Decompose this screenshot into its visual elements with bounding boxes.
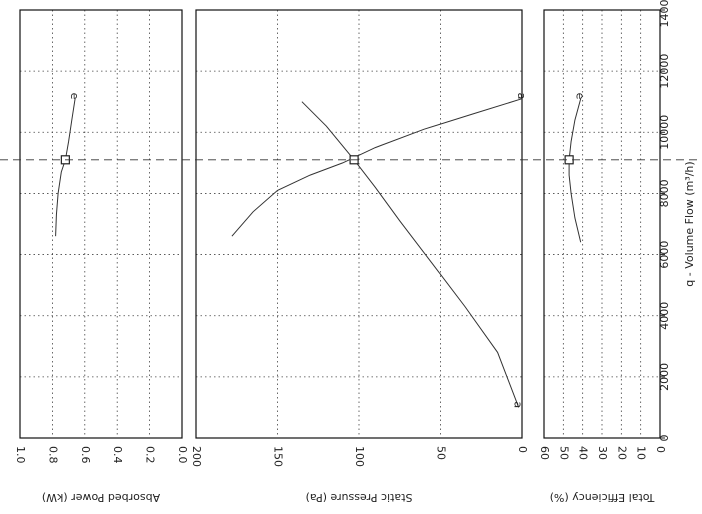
tick-label: 0.2	[144, 446, 157, 464]
curve-end-label: a	[512, 401, 525, 408]
flow-tick-label: 4000	[658, 302, 671, 330]
flow-tick-label: 6000	[658, 241, 671, 269]
series-line-pressure-1	[301, 101, 520, 408]
panel-frame	[543, 9, 661, 439]
curve-end-label: e	[68, 93, 81, 100]
flow-tick-label: 2000	[658, 363, 671, 391]
tick-label: 10	[635, 446, 648, 460]
tick-label: 0.0	[176, 446, 189, 464]
axis-label-power: Absorbed Power (kW)	[42, 491, 160, 504]
chart-panels: 1.0 0.8 0.6 0.4 0.2 0.0 Absorbed Power (kW) e 20…	[14, 9, 667, 504]
curve-end-label: e	[574, 93, 587, 100]
series-line-efficiency-0	[568, 98, 582, 243]
tick-label: 100	[353, 446, 366, 467]
tick-label: 1.0	[14, 446, 27, 464]
panel-frame	[19, 9, 183, 439]
tick-label: 0.4	[111, 446, 124, 464]
flow-tick-label: 14000	[658, 0, 671, 28]
tick-label: 20	[615, 446, 628, 460]
tick-label: 50	[557, 446, 570, 460]
tick-label: 50	[435, 446, 448, 460]
flow-tick-label: 8000	[658, 179, 671, 207]
axis-label-efficiency: Total Efficiency (%)	[550, 491, 656, 504]
series-line-power-0	[55, 98, 76, 237]
tick-label: 200	[190, 446, 203, 467]
panel-efficiency: 60 50 40 30 20 10 0 Total Efficiency (%) e	[538, 9, 667, 504]
tick-label: 150	[272, 446, 285, 467]
tick-label: 30	[596, 446, 609, 460]
panel-pressure: 200 150 100 50 0 Static Pressure (Pa) a a	[190, 9, 529, 504]
axis-label-pressure: Static Pressure (Pa)	[306, 491, 413, 504]
flow-tick-label: 0	[658, 435, 671, 442]
tick-label: 60	[538, 446, 551, 460]
volume-flow-axis: 0 2000 4000 6000 8000 10000 12000 14000 q - Volu…	[0, 0, 700, 442]
curve-end-label: a	[515, 93, 528, 100]
tick-label: 0	[654, 446, 667, 453]
tick-label: 0.8	[46, 446, 59, 464]
tick-label: 40	[577, 446, 590, 460]
tick-label: 0	[516, 446, 529, 453]
flow-tick-label: 12000	[658, 54, 671, 89]
panel-power: 1.0 0.8 0.6 0.4 0.2 0.0 Absorbed Power (kW) e	[14, 9, 189, 504]
panel-frame	[195, 9, 523, 439]
flow-tick-label: 10000	[658, 115, 671, 150]
tick-label: 0.6	[79, 446, 92, 464]
flow-axis-label: q - Volume Flow (m³/h)	[683, 161, 696, 286]
series-line-pressure-0	[231, 98, 523, 237]
